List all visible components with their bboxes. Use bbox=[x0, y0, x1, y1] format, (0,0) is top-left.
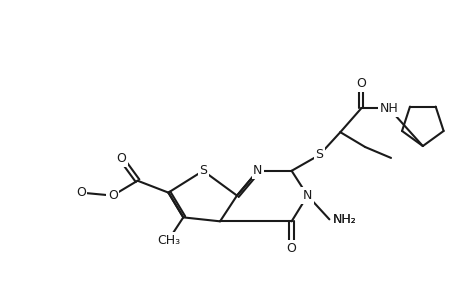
Text: N: N bbox=[252, 164, 262, 177]
Text: N: N bbox=[302, 189, 312, 202]
Text: CH₃: CH₃ bbox=[157, 234, 179, 247]
Text: O: O bbox=[286, 242, 296, 255]
Text: S: S bbox=[315, 148, 323, 161]
Text: O: O bbox=[117, 152, 126, 165]
Text: NH₂: NH₂ bbox=[332, 213, 355, 226]
Text: S: S bbox=[315, 148, 323, 161]
Text: NH: NH bbox=[379, 102, 397, 115]
Text: O: O bbox=[107, 189, 118, 202]
Text: O: O bbox=[117, 152, 126, 165]
Text: NH₂: NH₂ bbox=[332, 213, 355, 226]
Text: O: O bbox=[286, 242, 296, 255]
Text: S: S bbox=[199, 164, 207, 177]
Text: O: O bbox=[76, 186, 86, 199]
Text: O: O bbox=[355, 77, 365, 90]
Text: N: N bbox=[302, 189, 312, 202]
Text: S: S bbox=[199, 164, 207, 177]
Text: CH₃: CH₃ bbox=[157, 234, 179, 247]
Text: NH: NH bbox=[379, 102, 397, 115]
Text: N: N bbox=[252, 164, 262, 177]
Text: O: O bbox=[355, 77, 365, 90]
Text: O: O bbox=[107, 189, 118, 202]
